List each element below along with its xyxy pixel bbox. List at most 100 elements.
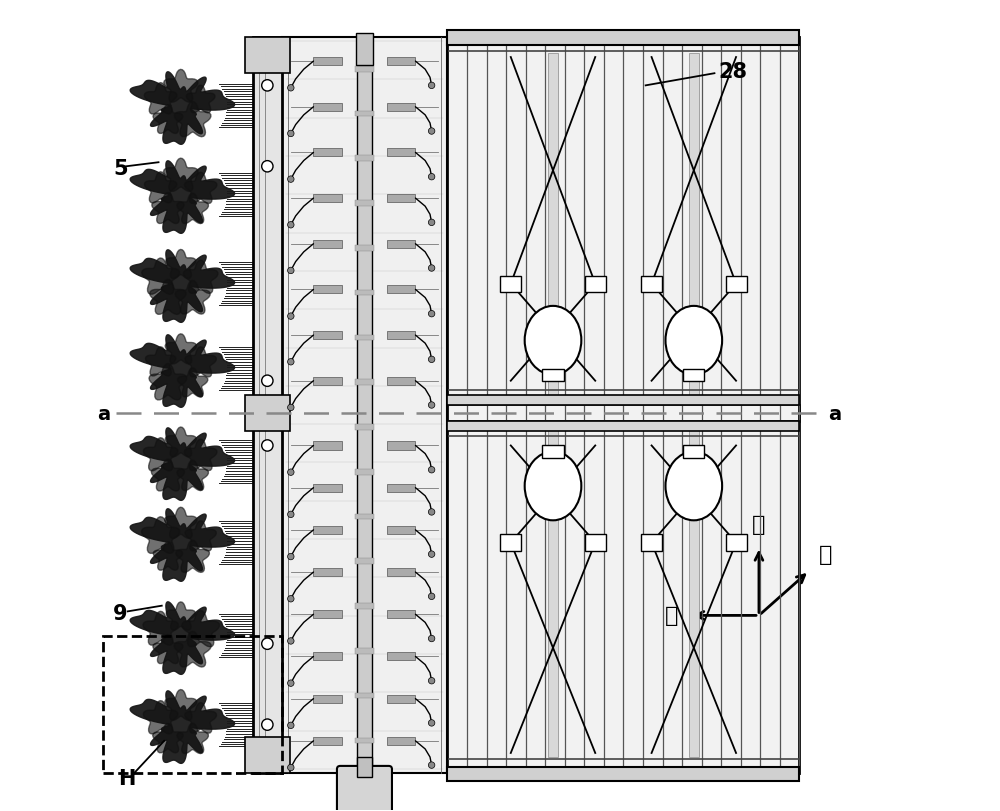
Bar [262,611,277,624]
Circle shape [428,357,435,363]
Polygon shape [165,508,197,539]
Bar [585,277,606,292]
Bar [355,290,374,296]
Polygon shape [174,102,211,138]
Polygon shape [164,71,198,103]
Polygon shape [174,632,211,667]
Polygon shape [184,173,217,204]
Polygon shape [177,194,208,225]
Bar [262,100,277,113]
Polygon shape [185,521,216,551]
Circle shape [288,405,294,411]
Bar [356,34,373,66]
Bar [387,526,415,534]
Polygon shape [143,438,178,471]
Circle shape [428,594,435,600]
Bar [548,54,558,397]
Circle shape [288,764,294,770]
Bar [245,38,290,74]
Bar [387,442,415,450]
Polygon shape [142,517,180,554]
Bar [641,534,662,551]
Polygon shape [130,336,235,408]
Bar [313,332,342,340]
Bar [683,446,704,458]
Circle shape [262,161,273,173]
Bar [355,246,374,251]
Circle shape [428,129,435,135]
Bar [387,104,415,112]
Bar [262,208,277,221]
Bar [387,377,415,385]
Polygon shape [164,159,198,192]
Bar [447,406,799,773]
Circle shape [288,512,294,518]
Bar [262,437,277,450]
Bar [548,430,558,757]
Circle shape [428,311,435,318]
Bar [313,695,342,703]
Bar [313,442,342,450]
Polygon shape [166,250,196,279]
Bar [726,277,747,292]
Polygon shape [130,251,235,323]
Bar [387,569,415,577]
Bar [313,377,342,385]
Text: 左: 左 [752,515,766,534]
Bar [387,737,415,745]
Polygon shape [182,611,219,647]
Circle shape [262,719,273,731]
Circle shape [428,174,435,181]
Text: a: a [828,404,841,423]
Polygon shape [130,161,235,234]
Bar [262,536,277,549]
Bar [355,470,374,475]
Bar [245,396,290,431]
Bar [262,278,277,290]
Polygon shape [130,691,235,763]
Bar [262,648,277,661]
Polygon shape [145,347,176,376]
Bar [387,332,415,340]
Circle shape [428,220,435,226]
Polygon shape [152,193,184,225]
Bar [683,369,704,381]
Ellipse shape [525,452,581,521]
Circle shape [288,596,294,603]
Bar [313,149,342,157]
Text: 前: 前 [665,606,678,625]
Ellipse shape [665,452,722,521]
Bar [262,700,277,713]
Bar [313,569,342,577]
Bar [355,380,374,385]
Polygon shape [144,173,177,204]
Bar [313,611,342,619]
Circle shape [288,268,294,274]
Circle shape [288,222,294,229]
Polygon shape [142,259,179,295]
FancyBboxPatch shape [337,766,392,811]
Circle shape [262,375,273,387]
Bar [313,526,342,534]
Bar [500,277,521,292]
Bar [387,286,415,294]
Bar [262,456,277,469]
Bar [387,484,415,492]
Polygon shape [130,602,235,675]
Bar [726,534,747,551]
Circle shape [288,680,294,687]
Bar [355,603,374,609]
Bar [245,737,290,773]
Bar [313,195,342,203]
Polygon shape [149,364,187,401]
Bar [313,286,342,294]
Bar [313,653,342,661]
Bar [262,296,277,309]
Ellipse shape [525,307,581,375]
Bar [387,149,415,157]
Text: 上: 上 [819,545,832,564]
Bar [447,422,799,431]
Bar [313,240,342,248]
Bar [355,67,374,72]
Text: a: a [97,404,110,423]
